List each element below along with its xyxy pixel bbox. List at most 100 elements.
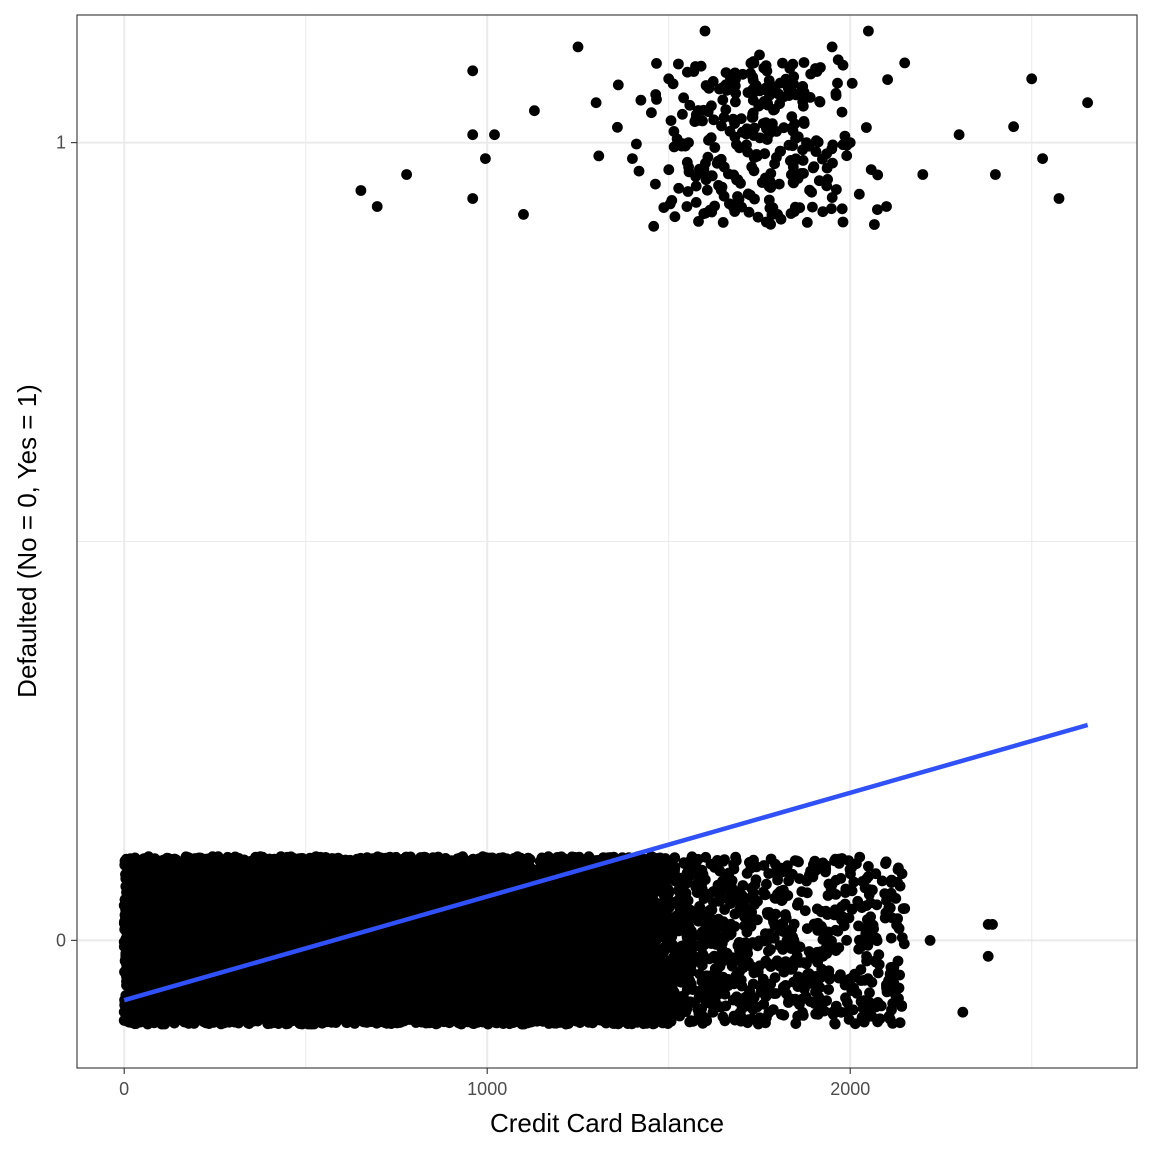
data-point bbox=[635, 94, 647, 106]
data-point bbox=[798, 57, 810, 68]
data-point bbox=[651, 58, 662, 69]
data-point bbox=[821, 162, 833, 174]
data-point bbox=[717, 217, 729, 228]
data-point bbox=[720, 104, 732, 115]
data-point bbox=[861, 122, 872, 133]
data-point bbox=[743, 206, 755, 218]
data-point bbox=[807, 162, 819, 174]
data-point bbox=[695, 60, 707, 72]
data-point bbox=[725, 72, 736, 84]
data-point bbox=[467, 129, 479, 141]
data-point bbox=[750, 80, 762, 91]
data-point bbox=[832, 54, 844, 66]
data-point bbox=[729, 118, 740, 129]
data-point bbox=[786, 111, 798, 122]
data-point bbox=[801, 217, 813, 228]
data-point bbox=[863, 861, 874, 872]
data-point bbox=[865, 164, 877, 176]
data-point bbox=[742, 146, 754, 158]
data-point bbox=[716, 120, 727, 132]
data-point bbox=[1082, 97, 1093, 109]
data-point bbox=[917, 169, 929, 180]
data-point bbox=[839, 130, 851, 142]
data-point bbox=[681, 201, 693, 212]
data-point bbox=[773, 88, 784, 100]
data-point bbox=[863, 25, 874, 37]
data-point bbox=[612, 79, 624, 91]
data-point bbox=[703, 134, 714, 146]
data-point bbox=[678, 92, 689, 104]
data-point bbox=[1026, 73, 1038, 85]
data-point bbox=[752, 211, 764, 223]
data-point bbox=[677, 108, 688, 120]
data-point bbox=[899, 57, 911, 69]
data-point bbox=[706, 100, 717, 112]
data-point bbox=[1053, 193, 1065, 204]
data-point bbox=[694, 163, 705, 175]
data-point bbox=[765, 218, 776, 230]
data-point bbox=[798, 168, 809, 179]
data-point bbox=[761, 133, 773, 145]
data-point bbox=[518, 209, 529, 220]
data-point bbox=[807, 201, 818, 213]
data-point bbox=[684, 99, 696, 111]
data-point bbox=[631, 138, 642, 150]
data-point bbox=[846, 77, 858, 89]
data-point bbox=[836, 203, 848, 215]
data-point bbox=[836, 106, 848, 118]
data-point bbox=[673, 58, 684, 70]
data-point bbox=[826, 203, 837, 215]
data-point bbox=[837, 139, 849, 151]
data-point bbox=[797, 81, 809, 92]
data-point bbox=[669, 211, 681, 223]
data-point bbox=[529, 105, 540, 117]
data-point bbox=[730, 87, 742, 99]
data-point bbox=[702, 151, 714, 163]
data-point bbox=[706, 206, 718, 218]
data-point bbox=[682, 186, 694, 197]
data-point bbox=[822, 174, 833, 185]
data-point bbox=[668, 141, 680, 153]
data-point bbox=[782, 82, 794, 94]
data-point bbox=[612, 121, 623, 133]
data-point bbox=[650, 89, 662, 100]
data-point bbox=[758, 62, 770, 74]
data-point bbox=[812, 136, 824, 148]
data-point bbox=[401, 169, 412, 180]
data-point bbox=[957, 1006, 969, 1018]
data-point bbox=[673, 182, 685, 194]
data-point bbox=[818, 1005, 830, 1017]
data-point bbox=[737, 126, 748, 138]
data-point bbox=[731, 174, 742, 186]
data-point bbox=[773, 178, 785, 190]
data-point bbox=[717, 94, 729, 106]
data-point bbox=[982, 950, 994, 962]
data-point bbox=[841, 150, 853, 162]
data-point bbox=[775, 213, 787, 225]
data-point bbox=[783, 139, 795, 151]
data-point bbox=[847, 1004, 859, 1016]
data-point bbox=[633, 165, 645, 177]
data-point bbox=[746, 906, 757, 918]
data-point bbox=[730, 96, 741, 108]
data-point bbox=[1008, 121, 1019, 133]
data-point bbox=[760, 82, 772, 94]
data-point bbox=[712, 155, 724, 167]
data-point bbox=[864, 987, 875, 999]
data-point bbox=[683, 161, 694, 173]
data-point bbox=[701, 184, 713, 196]
data-point bbox=[690, 180, 702, 192]
data-point bbox=[690, 197, 702, 208]
data-point bbox=[627, 153, 638, 165]
data-point bbox=[775, 145, 786, 157]
data-point bbox=[646, 107, 657, 119]
data-point bbox=[810, 63, 821, 74]
data-point bbox=[757, 118, 769, 129]
data-point bbox=[761, 878, 772, 890]
data-point bbox=[845, 868, 856, 880]
data-point bbox=[355, 185, 367, 196]
data-point bbox=[766, 209, 778, 221]
data-point bbox=[924, 935, 936, 946]
data-point bbox=[882, 74, 893, 85]
data-point bbox=[881, 201, 892, 212]
